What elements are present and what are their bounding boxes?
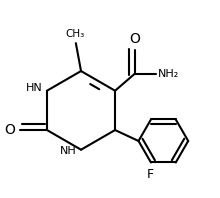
Text: O: O: [5, 123, 16, 137]
Text: NH₂: NH₂: [158, 69, 179, 79]
Text: CH₃: CH₃: [65, 29, 84, 39]
Text: O: O: [130, 32, 141, 46]
Text: F: F: [146, 168, 154, 181]
Text: HN: HN: [26, 83, 42, 93]
Text: NH: NH: [60, 146, 77, 156]
